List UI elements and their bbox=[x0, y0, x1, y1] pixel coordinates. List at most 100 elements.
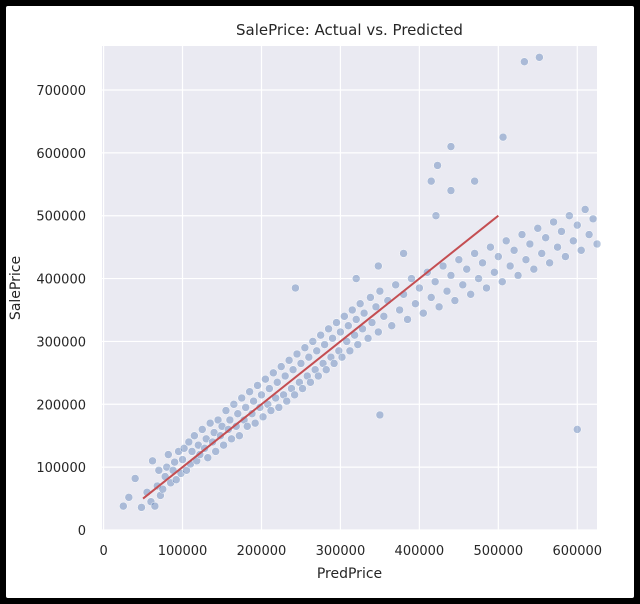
scatter-point bbox=[470, 249, 479, 258]
scatter-point bbox=[509, 246, 519, 255]
scatter-point bbox=[529, 264, 539, 274]
scatter-point bbox=[433, 161, 442, 170]
x-axis-label: PredPrice bbox=[317, 566, 382, 582]
scatter-point bbox=[194, 440, 203, 450]
scatter-point bbox=[213, 415, 223, 425]
scatter-point bbox=[243, 422, 252, 431]
scatter-point bbox=[375, 410, 385, 420]
scatter-point bbox=[332, 318, 341, 327]
scatter-point bbox=[265, 384, 274, 393]
scatter-point bbox=[549, 217, 558, 227]
scatter-point bbox=[367, 318, 377, 327]
scatter-point bbox=[279, 390, 288, 400]
scatter-point bbox=[565, 211, 574, 220]
scatter-point bbox=[525, 239, 535, 249]
scatter-point bbox=[580, 205, 590, 214]
x-tick-label: 0 bbox=[99, 544, 107, 559]
scatter-point bbox=[351, 315, 361, 324]
scatter-point bbox=[303, 371, 312, 381]
scatter-point bbox=[156, 491, 165, 500]
scatter-point bbox=[345, 346, 355, 356]
scatter-point bbox=[300, 343, 310, 352]
scatter-point bbox=[137, 503, 146, 512]
scatter-point bbox=[374, 327, 383, 337]
scatter-point bbox=[158, 484, 168, 494]
scatter-point bbox=[245, 387, 254, 396]
scatter-point bbox=[407, 274, 416, 283]
scatter-point bbox=[235, 431, 244, 440]
scatter-point bbox=[450, 296, 460, 305]
scatter-point bbox=[387, 321, 396, 330]
scatter-point bbox=[308, 337, 318, 346]
scatter-point bbox=[318, 359, 328, 368]
scatter-point bbox=[426, 176, 436, 186]
scatter-point bbox=[576, 246, 586, 255]
scatter-point bbox=[237, 393, 246, 403]
scatter-point bbox=[154, 466, 164, 475]
scatter-point bbox=[592, 239, 602, 249]
scatter-point bbox=[399, 249, 408, 258]
scatter-point bbox=[557, 227, 566, 236]
scatter-point bbox=[124, 493, 134, 502]
scatter-point bbox=[249, 396, 258, 406]
scatter-point bbox=[486, 242, 495, 252]
scatter-point bbox=[227, 434, 236, 444]
scatter-point bbox=[434, 302, 444, 312]
scatter-point bbox=[482, 283, 491, 293]
scatter-point bbox=[288, 365, 298, 374]
y-tick-label: 700000 bbox=[36, 84, 86, 99]
scatter-point bbox=[171, 475, 181, 484]
scatter-point bbox=[292, 349, 302, 359]
scatter-point bbox=[250, 418, 260, 428]
scatter-point bbox=[533, 224, 543, 233]
scatter-point bbox=[426, 293, 436, 302]
scatter-point bbox=[182, 466, 191, 475]
scatter-points bbox=[119, 53, 602, 512]
scatter-point bbox=[119, 501, 128, 511]
scatter-point bbox=[231, 422, 241, 431]
scatter-point bbox=[553, 242, 562, 252]
scatter-point bbox=[371, 302, 381, 312]
scatter-point bbox=[344, 321, 353, 330]
scatter-point bbox=[287, 384, 296, 393]
reference-line bbox=[142, 214, 499, 500]
scatter-point bbox=[561, 252, 570, 261]
scatter-point bbox=[296, 359, 306, 368]
scatter-point bbox=[320, 340, 329, 349]
scatter-point bbox=[130, 474, 140, 483]
scatter-point bbox=[324, 324, 333, 334]
scatter-point bbox=[282, 396, 291, 406]
scatter-point bbox=[419, 308, 428, 318]
x-axis-ticks: 0 100000 200000 300000 400000 500000 600000 bbox=[99, 544, 602, 559]
scatter-point bbox=[221, 406, 231, 415]
scatter-point bbox=[501, 236, 511, 246]
scatter-point bbox=[261, 374, 270, 384]
y-tick-label: 0 bbox=[78, 524, 86, 539]
y-tick-label: 100000 bbox=[36, 461, 86, 476]
scatter-point bbox=[314, 371, 323, 381]
scatter-point bbox=[269, 368, 278, 378]
scatter-point bbox=[295, 378, 304, 387]
y-tick-label: 200000 bbox=[36, 398, 86, 413]
scatter-point bbox=[239, 415, 249, 425]
scatter-point bbox=[225, 415, 235, 425]
scatter-point bbox=[166, 478, 175, 488]
scatter-point bbox=[355, 299, 365, 308]
y-tick-label: 500000 bbox=[36, 210, 86, 225]
scatter-point bbox=[326, 352, 336, 362]
scatter-point bbox=[454, 255, 464, 264]
scatter-point bbox=[446, 186, 456, 195]
scatter-point bbox=[494, 252, 503, 261]
scatter-point bbox=[276, 362, 286, 371]
scatter-point bbox=[174, 447, 183, 456]
scatter-point bbox=[150, 501, 160, 511]
y-tick-label: 400000 bbox=[36, 273, 86, 288]
scatter-point bbox=[474, 274, 483, 283]
scatter-point bbox=[280, 371, 290, 381]
scatter-point bbox=[374, 261, 383, 271]
scatter-point bbox=[470, 176, 479, 186]
scatter-point bbox=[375, 286, 385, 296]
grid-lines bbox=[102, 46, 597, 531]
scatter-point bbox=[201, 434, 211, 444]
scatter-point bbox=[198, 425, 207, 434]
